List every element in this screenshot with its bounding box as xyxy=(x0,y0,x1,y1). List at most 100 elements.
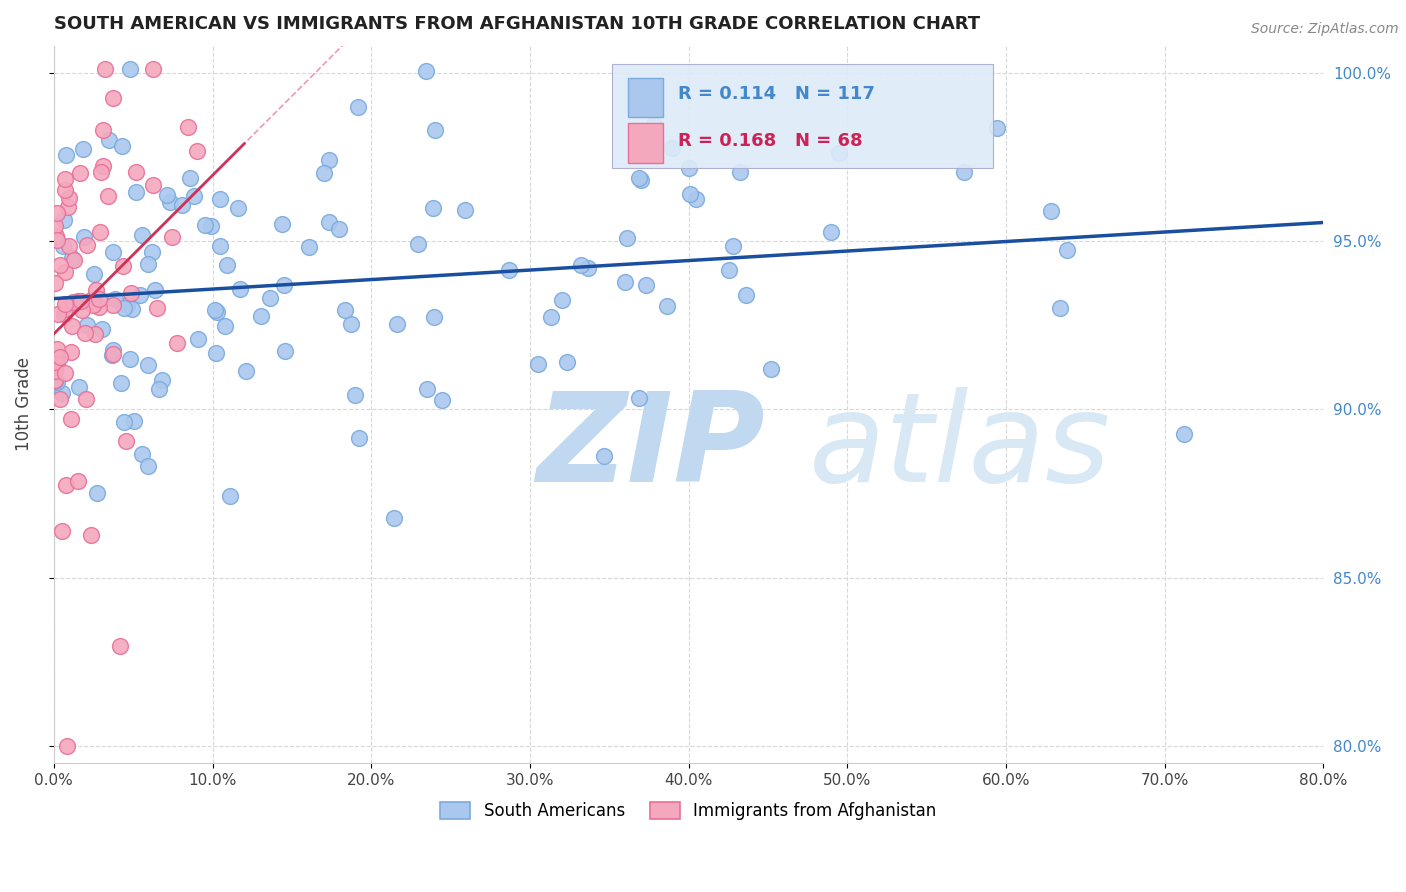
Y-axis label: 10th Grade: 10th Grade xyxy=(15,358,32,451)
Point xyxy=(58,191,80,205)
Point xyxy=(115,434,138,448)
Point xyxy=(76,238,98,252)
Point xyxy=(69,166,91,180)
Point xyxy=(115,298,138,312)
Point xyxy=(104,292,127,306)
Point xyxy=(235,364,257,378)
Point xyxy=(318,153,340,168)
Point xyxy=(616,231,638,245)
Point xyxy=(1039,204,1062,219)
Point xyxy=(718,263,741,277)
Point xyxy=(627,391,650,405)
Point xyxy=(148,383,170,397)
Point xyxy=(423,310,446,324)
Point xyxy=(274,344,297,359)
Point xyxy=(186,144,208,158)
Point xyxy=(382,510,405,524)
Point xyxy=(122,414,145,428)
Point xyxy=(347,100,370,114)
Point xyxy=(728,165,751,179)
Point xyxy=(550,293,572,307)
Point xyxy=(51,386,73,401)
Point xyxy=(136,358,159,372)
FancyBboxPatch shape xyxy=(613,63,993,168)
Point xyxy=(101,244,124,259)
Point xyxy=(298,240,321,254)
Point xyxy=(569,259,592,273)
Point xyxy=(46,307,69,321)
Point xyxy=(678,161,700,175)
Point xyxy=(101,343,124,358)
Point xyxy=(136,459,159,474)
Point xyxy=(187,332,209,346)
Point xyxy=(759,361,782,376)
Point xyxy=(46,375,69,389)
Point xyxy=(73,229,96,244)
Text: atlas: atlas xyxy=(808,387,1111,508)
Point xyxy=(159,194,181,209)
Point xyxy=(204,302,226,317)
Point xyxy=(734,288,756,302)
Point xyxy=(661,141,683,155)
Point xyxy=(176,120,198,134)
Point xyxy=(83,267,105,281)
Point xyxy=(454,203,477,218)
Point xyxy=(97,189,120,203)
Point xyxy=(110,639,132,653)
Point xyxy=(87,292,110,306)
Point xyxy=(100,349,122,363)
FancyBboxPatch shape xyxy=(627,123,664,162)
Point xyxy=(44,373,66,387)
Point xyxy=(44,355,66,369)
Text: Source: ZipAtlas.com: Source: ZipAtlas.com xyxy=(1251,22,1399,37)
Point xyxy=(44,276,66,290)
Point xyxy=(423,123,446,137)
Point xyxy=(111,259,134,273)
Point xyxy=(90,165,112,179)
Point xyxy=(58,239,80,253)
Point xyxy=(200,219,222,234)
Point xyxy=(249,309,271,323)
Point xyxy=(84,283,107,297)
Point xyxy=(62,294,84,309)
Point xyxy=(128,288,150,302)
Point xyxy=(67,380,90,394)
Point xyxy=(343,388,366,402)
Point xyxy=(340,318,363,332)
Point xyxy=(183,188,205,202)
Point xyxy=(219,489,242,503)
Point xyxy=(45,229,67,244)
Point xyxy=(60,251,83,265)
Point xyxy=(179,171,201,186)
Point xyxy=(59,345,82,359)
Point xyxy=(333,303,356,318)
Point xyxy=(142,178,165,193)
Point xyxy=(52,239,75,253)
Text: SOUTH AMERICAN VS IMMIGRANTS FROM AFGHANISTAN 10TH GRADE CORRELATION CHART: SOUTH AMERICAN VS IMMIGRANTS FROM AFGHAN… xyxy=(53,15,980,33)
Point xyxy=(86,485,108,500)
Legend: South Americans, Immigrants from Afghanistan: South Americans, Immigrants from Afghani… xyxy=(434,795,943,827)
Point xyxy=(120,351,142,366)
Point xyxy=(150,373,173,387)
Point xyxy=(614,275,637,289)
Point xyxy=(80,293,103,307)
Point xyxy=(630,173,652,187)
Point xyxy=(498,263,520,277)
Point xyxy=(67,474,90,488)
Point xyxy=(131,447,153,461)
Point xyxy=(49,258,72,272)
Point xyxy=(828,146,851,161)
Point xyxy=(60,411,83,425)
Point xyxy=(83,327,105,342)
Point xyxy=(555,355,578,369)
Point xyxy=(259,292,281,306)
Point xyxy=(91,159,114,173)
Point xyxy=(110,376,132,390)
Point xyxy=(156,187,179,202)
Point xyxy=(79,528,101,542)
Point xyxy=(170,198,193,212)
Point xyxy=(63,253,86,268)
Point xyxy=(111,139,134,153)
Point xyxy=(208,192,231,206)
Point xyxy=(45,342,67,356)
